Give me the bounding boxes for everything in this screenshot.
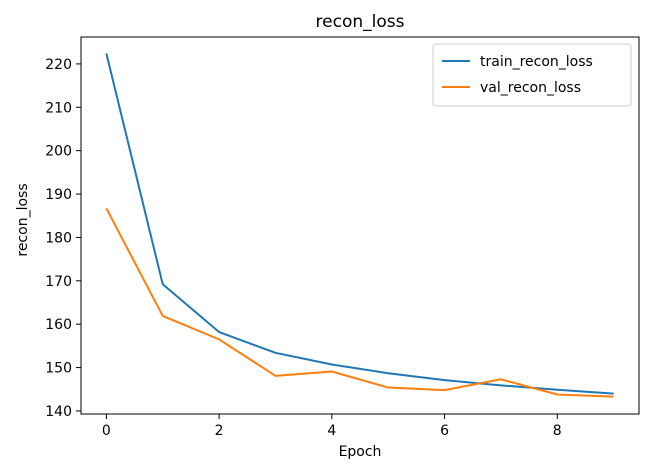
legend-box [432,43,632,107]
legend-label: train_recon_loss [480,54,593,70]
chart-title: recon_loss [316,12,405,32]
series-line-val [105,207,614,398]
y-tick-label: 200 [45,144,72,160]
legend-label: val_recon_loss [480,80,581,96]
x-tick-label: 4 [327,423,336,439]
y-tick-label: 180 [45,230,72,246]
y-tick-label: 160 [45,317,72,333]
x-tick-label: 6 [440,423,449,439]
plot-frame [80,36,640,415]
x-tick-label: 2 [215,423,224,439]
y-tick-label: 220 [45,57,72,73]
x-tick-label: 0 [102,423,111,439]
y-tick-label: 190 [45,187,72,203]
y-tick-label: 140 [45,404,72,420]
y-tick-label: 210 [45,100,72,116]
y-axis-label: recon_loss [15,183,31,256]
x-axis-label: Epoch [339,444,382,460]
y-tick-label: 170 [45,274,72,290]
x-tick-label: 8 [553,423,562,439]
y-tick-label: 150 [45,361,72,377]
